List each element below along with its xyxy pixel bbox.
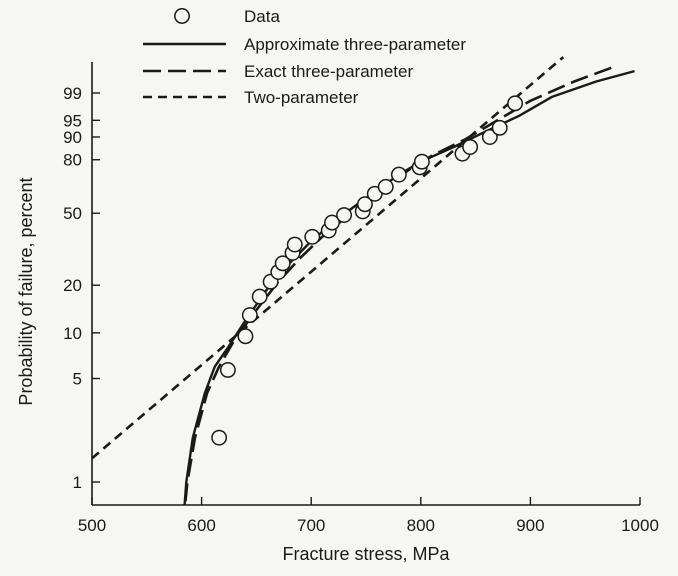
data-point [324,214,340,231]
x-tick-label: 500 [78,516,106,535]
y-tick-label: 80 [63,151,82,170]
x-tick-label: 800 [407,516,435,535]
x-tick-label: 600 [187,516,215,535]
data-points [211,95,524,446]
data-point [462,139,479,155]
legend-label: Data [244,7,280,26]
legend-marker-circle [174,8,190,24]
y-tick-label: 99 [63,84,82,103]
y-tick-label: 5 [73,370,82,389]
data-point [237,328,254,345]
data-point [219,362,236,378]
y-tick-label: 50 [63,204,82,223]
legend-label: Exact three-parameter [244,62,413,81]
data-point [491,119,508,136]
data-point [304,228,321,245]
legend-label: Approximate three-parameter [244,35,466,54]
data-point [356,196,373,213]
data-point [481,129,498,145]
series-lines [92,56,635,505]
y-tick-label: 10 [63,324,82,343]
y-tick-label: 90 [63,128,82,147]
data-point [241,307,258,324]
legend-label: Two-parameter [244,88,359,107]
y-tick-label: 20 [63,276,82,295]
series-line-short-dash [92,56,565,460]
data-point [286,236,303,253]
series-line-long-dash [183,66,614,505]
data-point [251,288,268,305]
data-point [377,178,394,195]
data-point [336,207,353,224]
y-axis-title: Probability of failure, percent [16,177,36,405]
data-point [507,95,524,112]
data-point [413,153,430,170]
x-tick-label: 700 [297,516,325,535]
x-tick-label: 1000 [621,516,659,535]
data-point [390,166,407,183]
y-tick-label: 95 [63,111,82,130]
data-point [274,255,291,272]
legend: Data Approximate three-parameter Exact thr… [143,7,466,107]
y-tick-label: 1 [73,473,82,492]
x-axis-title: Fracture stress, MPa [282,544,450,564]
data-point [211,429,228,446]
series-line-solid [183,69,635,505]
x-tick-label: 900 [516,516,544,535]
